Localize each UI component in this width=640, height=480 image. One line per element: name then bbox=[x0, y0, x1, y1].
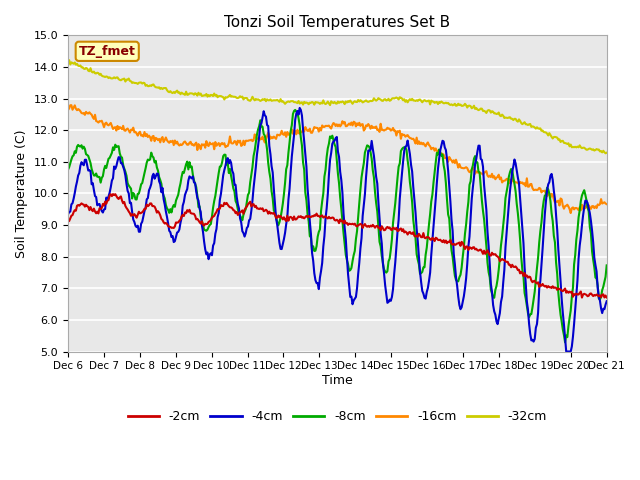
Title: Tonzi Soil Temperatures Set B: Tonzi Soil Temperatures Set B bbox=[224, 15, 451, 30]
X-axis label: Time: Time bbox=[322, 374, 353, 387]
Text: TZ_fmet: TZ_fmet bbox=[79, 45, 136, 58]
Legend: -2cm, -4cm, -8cm, -16cm, -32cm: -2cm, -4cm, -8cm, -16cm, -32cm bbox=[122, 405, 552, 428]
Y-axis label: Soil Temperature (C): Soil Temperature (C) bbox=[15, 129, 28, 258]
